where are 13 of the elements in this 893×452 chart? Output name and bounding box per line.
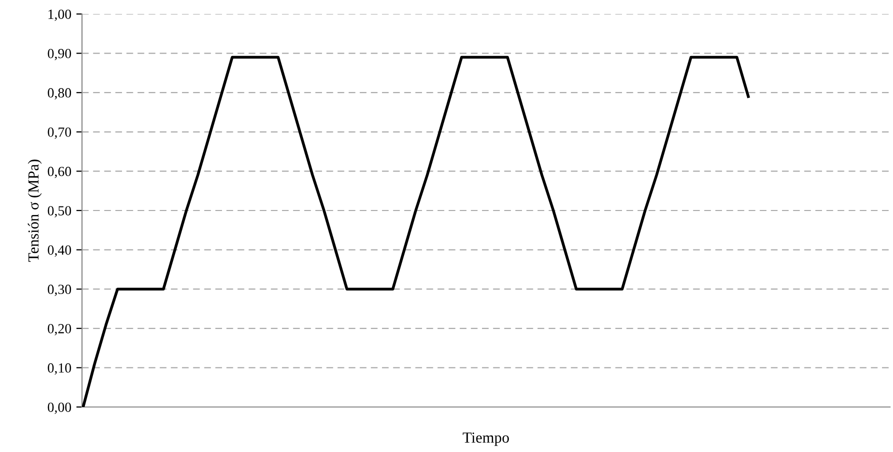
y-tick-label: 0,50: [48, 206, 72, 218]
y-tick-label: 1,00: [48, 10, 72, 21]
y-tick-label: 0,40: [48, 245, 72, 257]
y-tick-label: 0,70: [48, 127, 72, 139]
y-tick-label: 0,10: [48, 363, 72, 375]
y-tick-label: 0,00: [48, 402, 72, 414]
x-axis-title: Tiempo: [462, 432, 509, 446]
y-tick-label: 0,80: [48, 88, 72, 100]
y-tick-label: 0,30: [48, 284, 72, 296]
y-tick-label: 0,20: [48, 324, 72, 336]
y-tick-label: 0,60: [48, 166, 72, 178]
y-axis-title: Tensión σ (MPa): [28, 160, 42, 262]
y-tick-label: 0,90: [48, 48, 72, 60]
